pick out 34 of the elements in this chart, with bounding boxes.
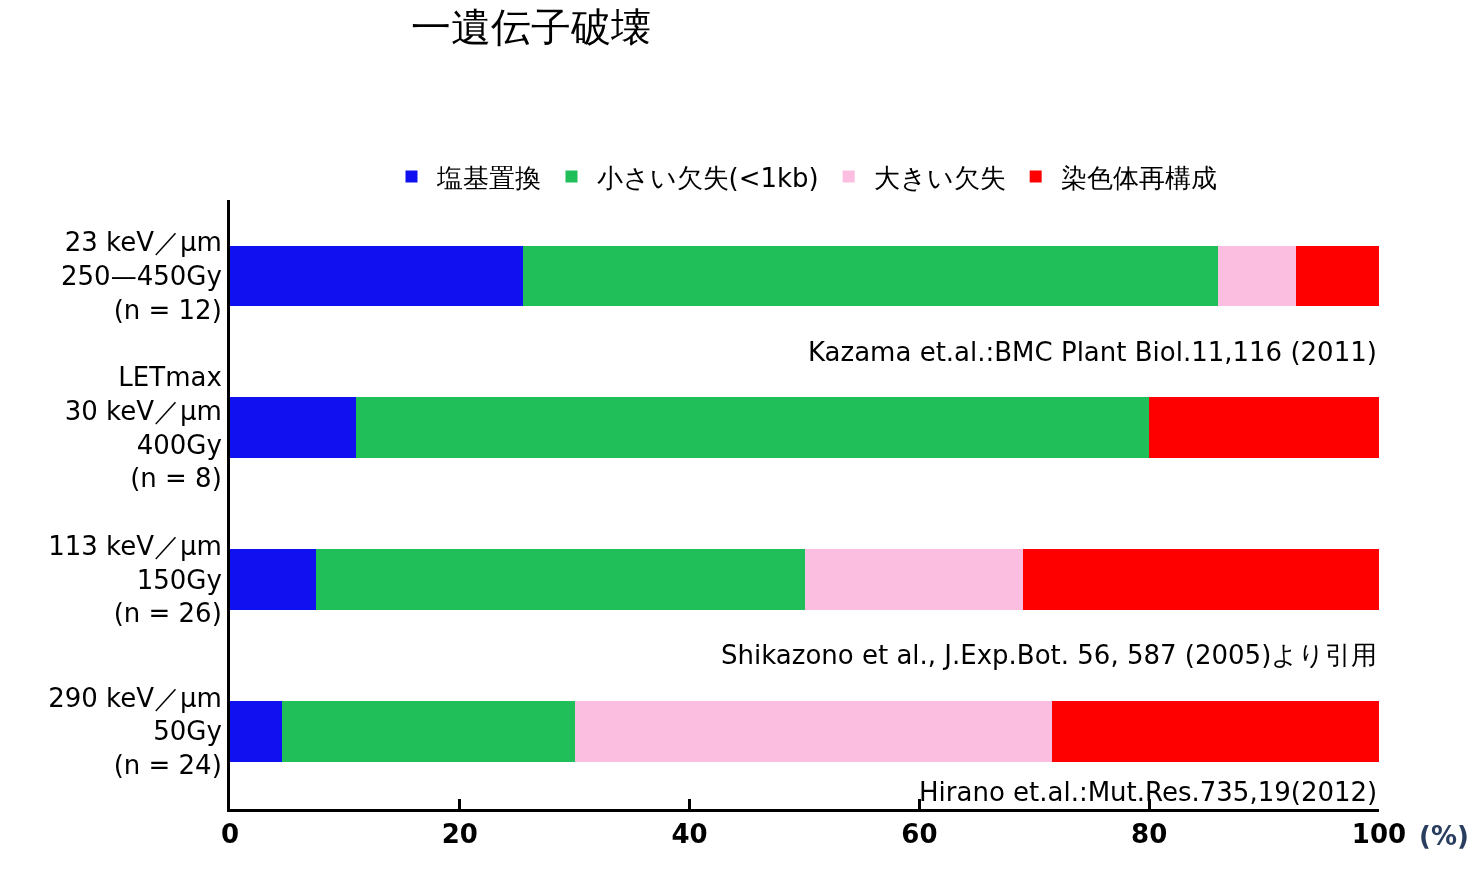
legend-label: 小さい欠失(<1kb): [596, 162, 819, 193]
bar: [804, 549, 1023, 610]
x-tick-label: 60: [901, 819, 938, 850]
x-tick-label: 80: [1131, 819, 1168, 850]
y-tick-label: LETmax 30 keV／μm 400Gy (n = 8): [64, 362, 222, 494]
bar: [230, 549, 317, 610]
bar: [281, 700, 575, 762]
bar: [523, 245, 1219, 307]
bar: [230, 700, 282, 762]
bar: [230, 397, 357, 459]
bar: [316, 549, 805, 610]
y-tick-label: 23 keV／μm 250—450Gy (n = 12): [61, 227, 222, 325]
annotation: Hirano et.al.:Mut.Res.735,19(2012): [919, 777, 1378, 807]
annotation: Kazama et.al.:BMC Plant Biol.11,116 (2011): [808, 337, 1377, 367]
bar: [356, 397, 1150, 459]
y-tick-label: 290 keV／μm 50Gy (n = 24): [48, 682, 222, 781]
bar: [574, 700, 1052, 762]
bar: [1051, 700, 1379, 762]
y-tick-label: 113 keV／μm 150Gy (n = 26): [48, 530, 222, 629]
annotation: Shikazono et al., J.Exp.Bot. 56, 587 (2005)より引用: [721, 640, 1378, 670]
legend-label: 塩基置換: [435, 162, 541, 193]
bar: [1296, 245, 1379, 307]
bar: [1022, 549, 1379, 610]
bar: [1218, 245, 1297, 307]
x-tick-label: 100: [1351, 819, 1407, 850]
bar: [1149, 397, 1379, 459]
x-tick-label: 20: [441, 819, 478, 850]
x-tick-label: 0: [220, 819, 240, 850]
bar: [230, 245, 523, 307]
chart-title: 一遺伝子破壊: [410, 4, 651, 51]
x-axis-title: (%): [1419, 821, 1469, 851]
legend-label: 染色体再構成: [1060, 162, 1217, 193]
legend-label: 大きい欠失: [873, 162, 1006, 193]
x-tick-label: 40: [671, 819, 708, 850]
